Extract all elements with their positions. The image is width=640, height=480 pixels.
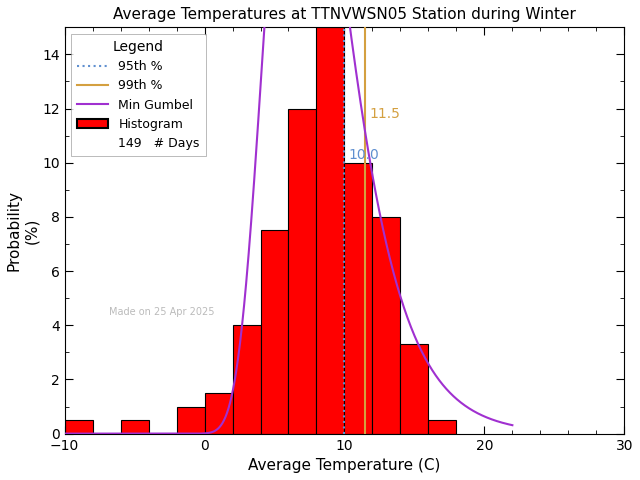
Bar [289, 108, 316, 433]
Text: Made on 25 Apr 2025: Made on 25 Apr 2025 [109, 307, 215, 317]
Bar [120, 420, 148, 433]
Y-axis label: Probability
(%): Probability (%) [7, 190, 39, 271]
Bar [260, 230, 289, 433]
Bar [428, 420, 456, 433]
Bar [316, 27, 344, 433]
Bar [205, 393, 232, 433]
Bar [177, 407, 205, 433]
Bar [344, 163, 372, 433]
Bar [372, 217, 401, 433]
Text: 10.0: 10.0 [349, 148, 380, 162]
Legend: 95th %, 99th %, Min Gumbel, Histogram, 149   # Days: 95th %, 99th %, Min Gumbel, Histogram, 1… [71, 34, 206, 156]
Bar [401, 344, 428, 433]
Title: Average Temperatures at TTNVWSN05 Station during Winter: Average Temperatures at TTNVWSN05 Statio… [113, 7, 576, 22]
Text: 11.5: 11.5 [370, 107, 401, 121]
Bar [65, 420, 93, 433]
Bar [232, 325, 260, 433]
X-axis label: Average Temperature (C): Average Temperature (C) [248, 458, 441, 473]
